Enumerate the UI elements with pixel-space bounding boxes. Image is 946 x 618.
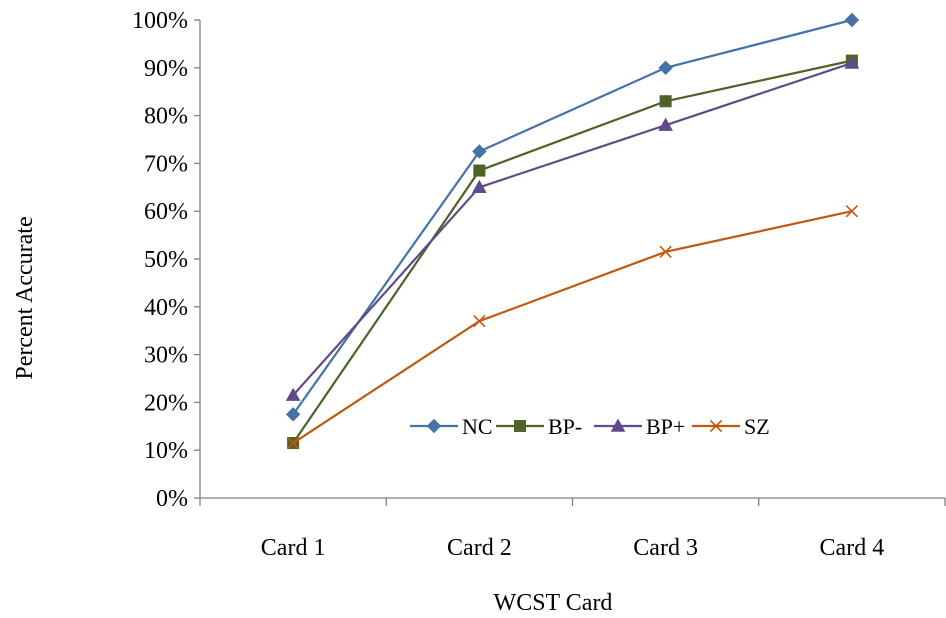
- y-axis-ticks: 0% 10% 20% 30% 40% 50% 60% 70% 80% 90% 100%: [132, 8, 200, 512]
- legend-label: NC: [462, 414, 493, 439]
- y-tick-label: 70%: [144, 151, 188, 177]
- data-point: [472, 179, 487, 193]
- data-point: [472, 144, 487, 159]
- series-bp-: [285, 55, 860, 401]
- legend-label: BP-: [548, 414, 582, 439]
- data-point: [426, 418, 442, 434]
- data-point: [286, 436, 300, 450]
- series-nc: [285, 12, 860, 422]
- data-point: [513, 419, 527, 433]
- y-tick-label: 10%: [144, 438, 188, 464]
- data-point: [659, 245, 672, 258]
- y-tick-label: 80%: [144, 104, 188, 130]
- x-tick-label: Card 4: [820, 535, 885, 561]
- series-line: [292, 18, 853, 415]
- y-tick-label: 20%: [144, 390, 188, 416]
- data-point: [473, 314, 486, 328]
- y-tick-label: 100%: [132, 8, 188, 34]
- data-point: [473, 164, 486, 177]
- y-tick-label: 50%: [144, 247, 188, 273]
- data-point: [709, 419, 723, 433]
- legend-item: BP+: [594, 414, 685, 439]
- y-tick-label: 90%: [144, 56, 188, 82]
- series-line: [292, 61, 853, 396]
- legend-item: NC: [410, 414, 493, 439]
- y-tick-label: 30%: [144, 343, 188, 369]
- y-tick-label: 60%: [144, 199, 188, 225]
- data-point: [845, 205, 859, 218]
- y-tick-label: 0%: [156, 486, 188, 512]
- data-point: [610, 418, 626, 432]
- data-point: [844, 55, 860, 69]
- x-axis-title: WCST Card: [494, 590, 613, 616]
- legend-item: SZ: [692, 414, 770, 439]
- legend-label: SZ: [744, 414, 770, 439]
- x-tick-label: Card 3: [633, 535, 698, 561]
- data-point: [658, 60, 673, 76]
- data-point: [844, 12, 860, 28]
- y-tick-label: 40%: [144, 295, 188, 321]
- data-point: [659, 95, 672, 108]
- legend-item: BP-: [496, 414, 582, 439]
- legend-label: BP+: [646, 414, 685, 439]
- x-tick-label: Card 2: [447, 535, 512, 561]
- y-axis-title: Percent Accurate: [12, 216, 38, 379]
- series-line: [292, 59, 853, 444]
- data-point: [285, 407, 301, 422]
- x-axis-ticks: Card 1 Card 2 Card 3 Card 4: [199, 498, 946, 561]
- x-tick-label: Card 1: [261, 535, 326, 561]
- legend: NC BP- BP+ SZ: [410, 414, 770, 439]
- series-line: [292, 210, 853, 444]
- series-sz: [286, 205, 859, 450]
- data-point: [285, 387, 301, 401]
- data-point: [658, 117, 673, 131]
- series-layer: [285, 12, 860, 450]
